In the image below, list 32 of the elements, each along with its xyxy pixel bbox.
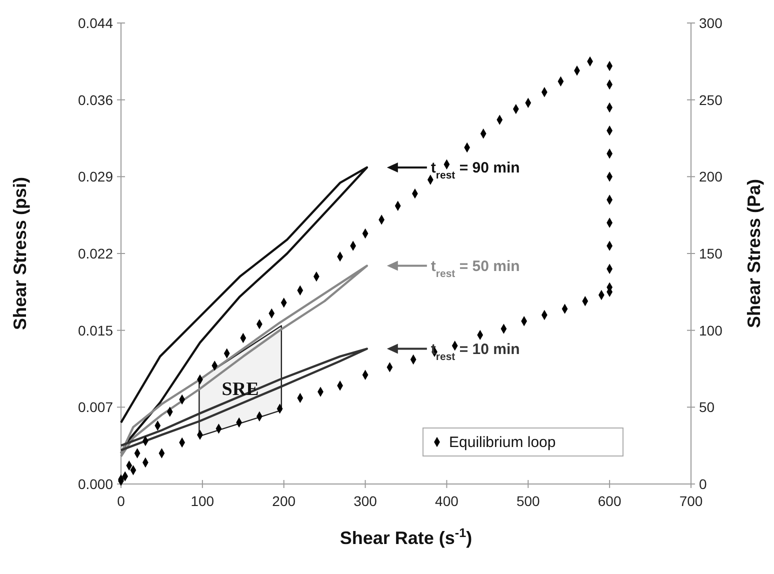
y-tick-label: 0.022: [78, 246, 114, 262]
x-tick-label: 300: [354, 493, 378, 509]
y2-tick-label: 200: [699, 168, 723, 185]
x-tick-label: 600: [598, 493, 622, 509]
y2-tick-label: 250: [699, 92, 723, 108]
annotation: SRE: [222, 378, 259, 400]
x-tick-label: 400: [435, 493, 459, 509]
y2-tick-label: 150: [699, 246, 723, 262]
y-tick-label: 0.044: [78, 15, 114, 31]
y2-tick-label: 300: [699, 15, 723, 31]
x-tick-label: 100: [190, 493, 214, 509]
y-tick-label: 0.029: [78, 168, 114, 185]
x-tick-label: 700: [679, 493, 703, 509]
y-tick-label: 0.015: [78, 322, 114, 338]
annotation: t$_{rest}$ = 50 min: [430, 258, 520, 280]
y-tick-label: 0.007: [78, 399, 114, 416]
x-tick-label: 0: [117, 493, 126, 509]
y-tick-label: 0.000: [78, 476, 114, 492]
x-axis-title: Shear Rate (s$^{-1}$): [340, 526, 472, 548]
y2-tick-label: 0: [699, 476, 707, 492]
y-axis-title: Shear Stress (psi): [10, 176, 30, 330]
legend-label: Equilibrium loop: [449, 434, 556, 451]
y2-tick-label: 50: [699, 399, 715, 416]
annotation: t$_{rest}$ = 10 min: [430, 340, 520, 363]
annotation: t$_{rest}$ = 90 min: [430, 159, 520, 182]
x-tick-label: 200: [272, 493, 296, 509]
line-series: [120, 348, 368, 452]
y2-tick-label: 100: [699, 322, 723, 338]
x-tick-label: 500: [516, 493, 540, 509]
y-tick-label: 0.036: [78, 92, 114, 108]
line-series: [120, 264, 368, 458]
y2-axis-title: Shear Stress (Pa): [744, 178, 764, 328]
